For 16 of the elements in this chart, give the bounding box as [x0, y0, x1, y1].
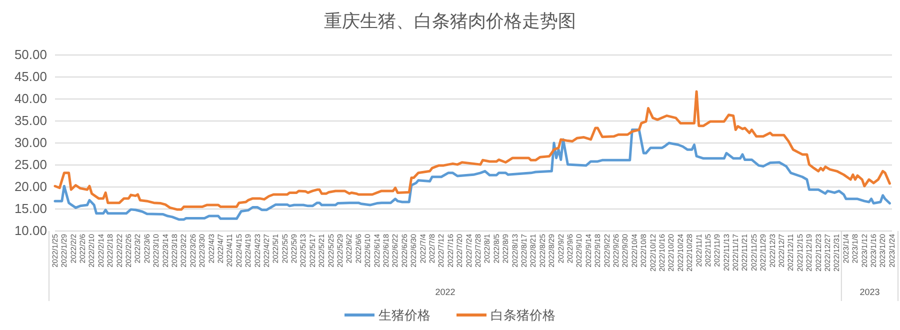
y-tick-label: 45.00 — [14, 69, 47, 84]
y-tick-label: 15.00 — [14, 201, 47, 216]
chart-title: 重庆生猪、白条猪肉价格走势图 — [324, 11, 576, 31]
y-tick-label: 50.00 — [14, 47, 47, 62]
line-series — [54, 128, 891, 221]
y-tick-label: 10.00 — [14, 223, 47, 238]
text: 2022 — [435, 287, 456, 297]
line-series — [54, 90, 891, 211]
text: 2023 — [860, 287, 880, 297]
y-tick-label: 35.00 — [14, 113, 47, 128]
y-tick-label: 40.00 — [14, 91, 47, 106]
y-tick-label: 20.00 — [14, 179, 47, 194]
legend-label: 生猪价格 — [378, 308, 430, 323]
y-tick-label: 25.00 — [14, 157, 47, 172]
y-tick-label: 30.00 — [14, 135, 47, 150]
legend-label: 白条猪价格 — [490, 308, 556, 323]
